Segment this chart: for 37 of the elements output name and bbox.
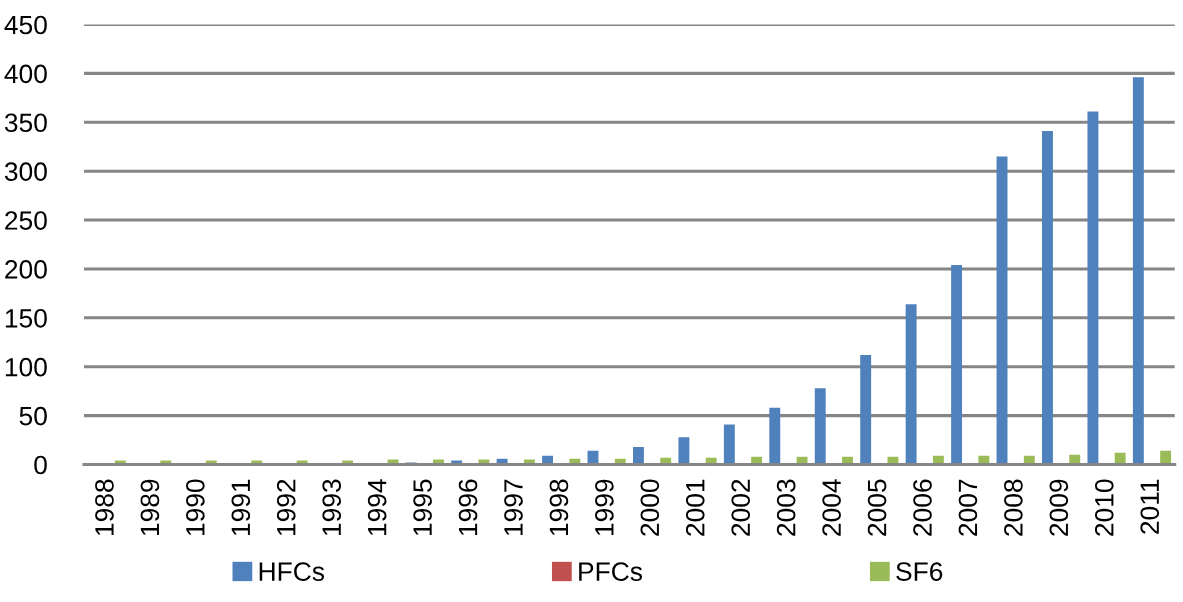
- x-tick-label: 2010: [1094, 479, 1114, 536]
- x-tick-label: 2011: [1140, 479, 1160, 534]
- x-tick-label: 2007: [958, 479, 978, 536]
- x-tick-label: 2009: [1049, 479, 1069, 536]
- legend-label: SF6: [896, 562, 943, 581]
- x-tick-label: 1998: [549, 479, 569, 536]
- y-tick-label: 350: [4, 113, 47, 133]
- x-tick-label: 1996: [458, 479, 478, 536]
- y-tick-label: 250: [5, 211, 47, 230]
- x-tick-label: 2006: [913, 479, 932, 536]
- x-tick-label: 2004: [822, 479, 841, 536]
- x-tick-label: 1994: [367, 479, 387, 536]
- y-tick-label: 100: [5, 357, 47, 377]
- x-tick-label: 1989: [140, 479, 160, 536]
- x-tick-label: 2001: [685, 479, 705, 536]
- y-tick-label: 400: [4, 64, 47, 84]
- y-tick-label: 300: [4, 162, 47, 181]
- x-tick-label: 1988: [95, 479, 114, 536]
- legend-label: HFCs: [259, 562, 325, 581]
- x-tick-label: 1993: [322, 479, 342, 536]
- x-tick-label: 2003: [776, 479, 796, 536]
- x-tick-label: 2005: [867, 479, 887, 536]
- x-tick-label: 2008: [1004, 479, 1023, 536]
- y-tick-label: 450: [4, 15, 47, 35]
- y-tick-label: 50: [19, 406, 47, 426]
- x-tick-label: 2000: [640, 479, 660, 536]
- y-tick-label: 0: [34, 455, 47, 475]
- y-tick-label: 150: [5, 308, 47, 328]
- x-tick-label: 1997: [504, 479, 523, 536]
- x-tick-label: 2002: [731, 479, 751, 536]
- x-tick-label: 1999: [595, 479, 614, 536]
- x-tick-label: 1995: [413, 479, 432, 536]
- x-tick-label: 1992: [276, 479, 296, 536]
- x-tick-label: 1991: [231, 479, 251, 536]
- legend-label: PFCs: [579, 562, 643, 581]
- x-tick-label: 1990: [186, 479, 205, 536]
- y-tick-label: 200: [5, 260, 47, 279]
